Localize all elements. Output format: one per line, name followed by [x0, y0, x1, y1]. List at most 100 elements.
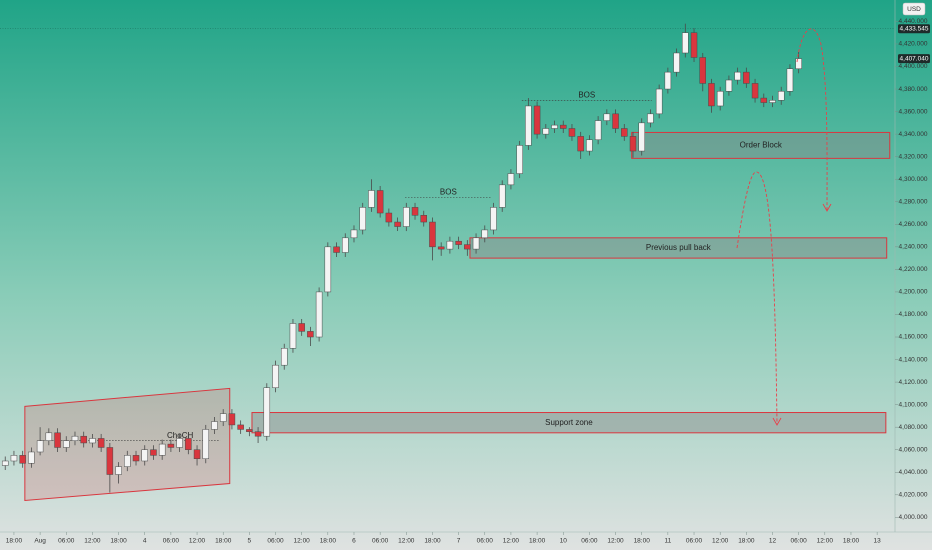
candle-body [472, 237, 480, 250]
arrow-head [822, 203, 832, 212]
projection-arrow [796, 28, 828, 211]
candle-body [708, 83, 715, 107]
candle-body [333, 246, 340, 253]
x-tick-label: 06:00 [58, 538, 75, 545]
candle-body [106, 447, 114, 475]
arrow-heads [772, 203, 832, 426]
x-tick-label: 06:00 [477, 538, 494, 545]
candle-body [586, 139, 593, 152]
candle-body [10, 455, 18, 462]
y-tick-label: 4,100.000 [899, 401, 928, 408]
y-tick-label: 4,160.000 [899, 334, 928, 341]
y-tick-label: 4,120.000 [899, 379, 928, 386]
candle-body [577, 136, 584, 152]
projection-arrows [736, 28, 828, 425]
candle-body [254, 431, 262, 437]
x-tick-label: 13 [874, 538, 882, 545]
currency-box[interactable] [902, 2, 926, 16]
x-tick-label: 18:00 [634, 538, 651, 545]
candle-body [28, 451, 35, 464]
candle-body [507, 173, 515, 186]
candle-body [498, 184, 506, 208]
x-tick-label: 18:00 [6, 538, 23, 545]
candle-body [420, 215, 427, 223]
zone-label: Support zone [545, 418, 593, 427]
candle-body [743, 71, 750, 84]
candle-body [385, 212, 393, 223]
candle-body [1, 460, 9, 466]
candle-body [298, 323, 305, 332]
x-tick-label: 06:00 [267, 538, 284, 545]
y-tick-label: 4,040.000 [899, 469, 928, 476]
candle-body [664, 71, 672, 90]
y-tick-label: 4,060.000 [899, 446, 928, 453]
candle-body [490, 207, 497, 231]
y-tick-label: 4,400.000 [899, 63, 928, 70]
x-tick-label: 18:00 [843, 538, 860, 545]
x-tick-label: 12:00 [84, 538, 101, 545]
candle-body [36, 440, 44, 453]
candle-body [376, 190, 384, 214]
zone [631, 131, 891, 159]
candle-body [603, 113, 611, 121]
price-tag [898, 24, 930, 34]
candle-body [124, 455, 131, 467]
candle-body [777, 91, 785, 101]
candle-body [699, 57, 706, 84]
x-tick-label: 10 [560, 538, 568, 545]
y-tick-label: 4,380.000 [899, 86, 928, 93]
x-tick-label: 11 [664, 538, 671, 545]
currency-label: USD [907, 6, 921, 13]
candle-body [411, 207, 419, 216]
candle-body [280, 348, 288, 366]
candle-body [167, 443, 175, 448]
candle-body [324, 246, 332, 293]
candle-body [481, 229, 489, 239]
candle-body [673, 52, 680, 73]
projection-arrow [736, 171, 778, 425]
y-tick-label: 4,180.000 [899, 311, 928, 318]
candle-body [786, 68, 794, 92]
x-tick-label: 12:00 [607, 538, 624, 545]
y-tick-label: 4,140.000 [899, 356, 928, 363]
x-tick-label: 18:00 [320, 538, 337, 545]
candle-body [716, 91, 724, 107]
candle-body [115, 466, 122, 475]
candle-body [80, 435, 87, 444]
y-tick-label: 4,200.000 [899, 289, 928, 296]
candle-body [682, 32, 689, 54]
channel [24, 387, 231, 501]
candle-body [19, 455, 26, 464]
candle-body [228, 413, 236, 426]
candle-body [551, 124, 558, 129]
y-tick-label: 4,000.000 [899, 514, 928, 521]
candle-body [464, 244, 471, 250]
candle-body [150, 449, 157, 456]
candle-body [63, 440, 70, 448]
x-tick-label: 12:00 [189, 538, 206, 545]
x-tick-label: 5 [248, 538, 252, 545]
candle-body [176, 438, 183, 448]
candle-body [193, 449, 201, 459]
candle-body [141, 449, 148, 462]
candle-body [621, 128, 628, 137]
candle-body [516, 145, 523, 174]
x-tick-label: 12:00 [817, 538, 834, 545]
candle-body [525, 105, 532, 146]
y-tick-label: 4,220.000 [899, 266, 928, 273]
candle-body [446, 240, 454, 250]
x-tick-label: Aug [34, 538, 46, 545]
y-tick-label: 4,340.000 [899, 131, 928, 138]
candle-body [647, 113, 654, 124]
x-tick-label: 12 [769, 538, 777, 545]
candle-body [263, 387, 271, 437]
candle-body [158, 443, 166, 456]
candle-body [97, 438, 105, 448]
level-label: BOS [440, 187, 457, 196]
candle-body [211, 421, 218, 430]
zone [251, 412, 887, 434]
candle-body [237, 424, 244, 430]
candle-body [559, 124, 567, 129]
